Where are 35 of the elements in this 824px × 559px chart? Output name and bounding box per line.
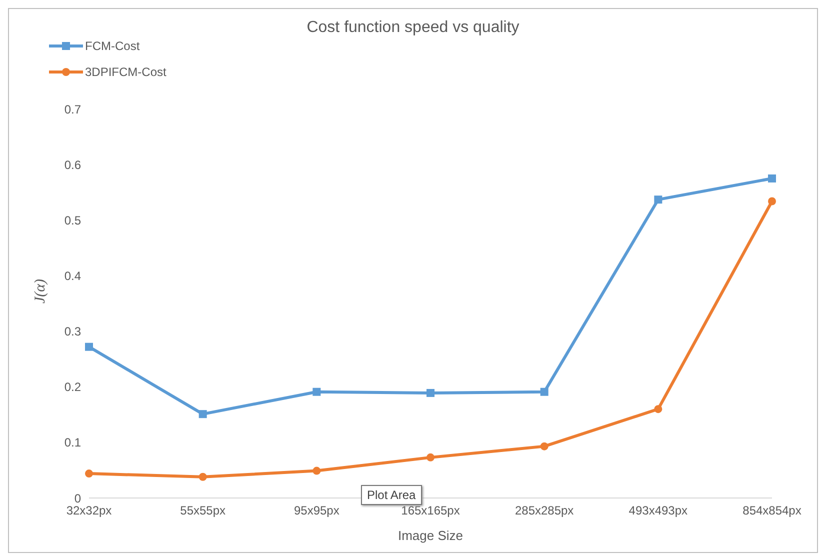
x-tick-label: 285x285px: [514, 504, 574, 518]
x-tick-label: 493x493px: [628, 504, 688, 518]
point: [540, 442, 548, 450]
x-tick-label: 165x165px: [401, 504, 460, 518]
point: [426, 388, 434, 397]
point: [768, 174, 776, 182]
x-axis-title: Image Size: [398, 528, 464, 543]
legend-label: 3DPIFCM-Cost: [85, 65, 166, 79]
point: [312, 466, 321, 475]
point: [540, 388, 548, 396]
annotation: Plot Area: [361, 485, 422, 505]
x-tick-label: 55x55px: [180, 504, 226, 518]
legend-label: FCM-Cost: [85, 39, 140, 53]
point: [768, 197, 776, 206]
y-tick-label: 0.3: [64, 324, 82, 339]
y-tick-label: 0.4: [64, 268, 82, 283]
point: [85, 470, 93, 478]
y-tick-label: 0.5: [64, 213, 82, 228]
point: [654, 196, 662, 204]
y-tick-label: 0: [74, 491, 82, 506]
y-tick-label: 0.7: [64, 102, 82, 116]
point: [654, 405, 662, 414]
y-axis-title: J(α): [32, 278, 48, 304]
y-tick-label: 0.2: [64, 380, 82, 394]
point: [198, 472, 207, 481]
point: [426, 453, 434, 462]
x-tick-label: 95x95px: [294, 504, 340, 518]
y-tick-label: 0.1: [64, 436, 82, 450]
y-tick-label: 0.6: [64, 158, 82, 172]
point: [312, 388, 321, 396]
x-tick-label: 854x854px: [742, 504, 802, 518]
chart-title: Cost function speed vs quality: [306, 19, 520, 37]
point: [85, 342, 93, 351]
point: [198, 410, 207, 418]
x-tick-label: 32x32px: [66, 504, 112, 518]
